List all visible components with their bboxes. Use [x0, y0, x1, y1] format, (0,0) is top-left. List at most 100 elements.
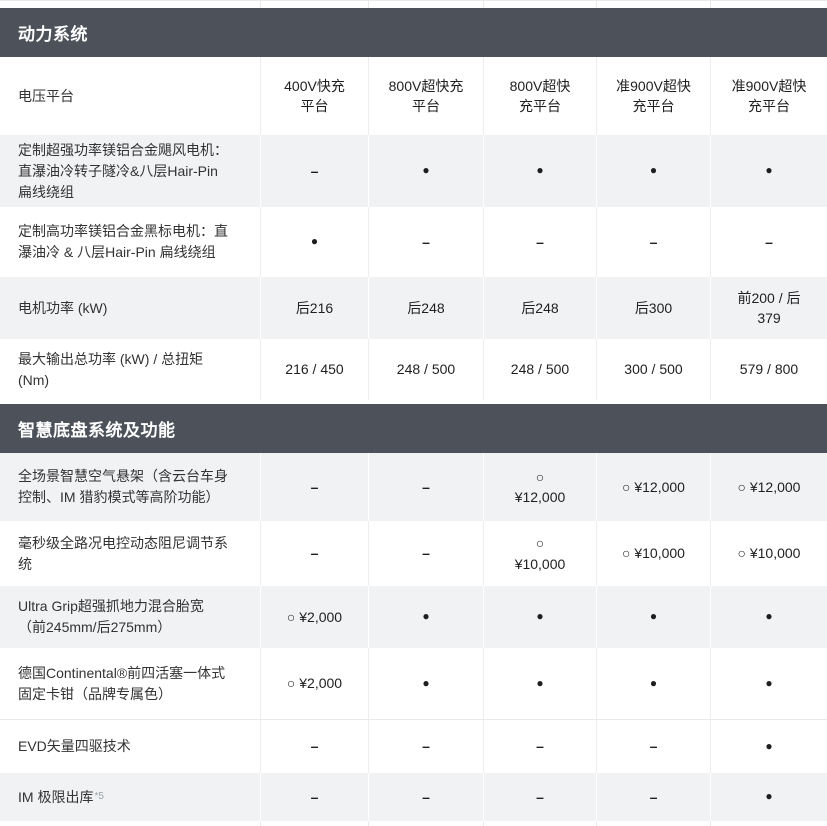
na-dash: –	[422, 545, 430, 562]
value-cell: 准900V超快 充平台	[596, 57, 710, 135]
strip-cell	[260, 821, 368, 826]
na-dash: –	[765, 233, 773, 250]
row-label: Ultra Grip超强抓地力混合胎宽 （前245mm/后275mm）	[18, 598, 204, 635]
value-cell: –	[368, 720, 483, 773]
value-text: ○ ¥12,000	[514, 468, 566, 505]
spec-row: 最大输出总功率 (kW) / 总扭矩 (Nm) 216 / 450 248 / 50…	[0, 339, 827, 400]
value-cell: ●	[368, 586, 483, 648]
value-cell: 800V超快充 平台	[368, 57, 483, 135]
value-cell: ○ ¥2,000	[260, 648, 368, 719]
value-cell: –	[368, 773, 483, 821]
na-dash: –	[310, 478, 319, 495]
value-cell: ○ ¥12,000	[596, 453, 710, 521]
value-cell: –	[483, 773, 596, 821]
value-text: 准900V超快 充平台	[731, 77, 807, 114]
value-cell: 579 / 800	[710, 339, 827, 400]
value-cell: ○ ¥10,000	[596, 521, 710, 586]
na-dash: –	[649, 788, 658, 805]
value-text: ○ ¥10,000	[622, 545, 685, 562]
value-cell: ●	[483, 135, 596, 207]
strip-cell	[0, 821, 260, 826]
row-label-cell: 德国Continental®前四活塞一体式 固定卡钳（品牌专属色）	[0, 648, 260, 719]
value-cell: 300 / 500	[596, 339, 710, 400]
value-cell: ●	[368, 135, 483, 207]
standard-dot: ●	[765, 789, 773, 804]
value-cell: –	[260, 720, 368, 773]
row-label: 全场景智慧空气悬架（含云台车身 控制、IM 猎豹模式等高阶功能）	[18, 468, 228, 505]
na-dash: –	[422, 788, 430, 805]
section-title: 动力系统	[18, 25, 88, 44]
value-cell: –	[596, 773, 710, 821]
row-label-cell: 定制高功率镁铝合金黑标电机：直 瀑油冷 & 八层Hair-Pin 扁线绕组	[0, 207, 260, 277]
value-cell: ●	[710, 720, 827, 773]
standard-dot: ●	[422, 163, 430, 178]
value-text: 前200 / 后 379	[737, 289, 801, 326]
standard-dot: ●	[765, 163, 773, 178]
value-text: 300 / 500	[624, 361, 683, 378]
na-dash: –	[649, 738, 658, 755]
value-cell: ●	[710, 648, 827, 719]
value-cell: ●	[596, 648, 710, 719]
value-text: ○ ¥2,000	[286, 675, 343, 692]
value-text: ○ ¥10,000	[737, 545, 801, 562]
value-cell: ●	[483, 586, 596, 648]
value-cell: ●	[710, 586, 827, 648]
standard-dot: ●	[649, 163, 658, 178]
strip-cell	[483, 821, 596, 826]
row-label-cell: 电机功率 (kW)	[0, 277, 260, 339]
value-text: 248 / 500	[396, 361, 456, 378]
spec-row: Ultra Grip超强抓地力混合胎宽 （前245mm/后275mm） ○ ¥2,…	[0, 586, 827, 648]
value-cell: ●	[710, 773, 827, 821]
row-label-cell: 最大输出总功率 (kW) / 总扭矩 (Nm)	[0, 339, 260, 400]
spec-row: 电机功率 (kW) 后216 后248 后248 后300 前200 / 后 379	[0, 277, 827, 339]
value-cell: –	[260, 135, 368, 207]
value-cell: –	[260, 453, 368, 521]
spec-row: 毫秒级全路况电控动态阻尼调节系 统 – – ○ ¥10,000 ○ ¥10,000 ○ ¥…	[0, 521, 827, 586]
strip-cell	[596, 1, 710, 8]
standard-dot: ●	[765, 675, 773, 690]
spec-row: 全场景智慧空气悬架（含云台车身 控制、IM 猎豹模式等高阶功能） – – ○ ¥12,…	[0, 453, 827, 521]
na-dash: –	[422, 738, 430, 755]
row-label: 电机功率 (kW)	[18, 299, 108, 316]
value-cell: –	[710, 207, 827, 277]
section-header: 动力系统	[0, 8, 827, 57]
row-label-cell: Ultra Grip超强抓地力混合胎宽 （前245mm/后275mm）	[0, 586, 260, 648]
value-cell: –	[368, 453, 483, 521]
section-header: 智慧底盘系统及功能	[0, 404, 827, 453]
value-text: 后248	[407, 299, 445, 316]
value-cell: 后216	[260, 277, 368, 339]
value-cell: ●	[596, 135, 710, 207]
spec-row: 电压平台 400V快充 平台 800V超快充 平台 800V超快 充平台 准900V超快…	[0, 57, 827, 135]
value-cell: –	[483, 720, 596, 773]
na-dash: –	[536, 738, 544, 755]
standard-dot: ●	[422, 609, 430, 624]
value-text: 后248	[521, 299, 559, 316]
value-text: 216 / 450	[285, 361, 344, 378]
na-dash: –	[310, 738, 319, 755]
row-label: EVD矢量四驱技术	[18, 738, 131, 754]
value-text: 400V快充 平台	[284, 77, 345, 114]
standard-dot: ●	[649, 675, 658, 690]
value-text: 800V超快 充平台	[509, 77, 571, 114]
value-cell: ○ ¥12,000	[710, 453, 827, 521]
value-cell: 248 / 500	[368, 339, 483, 400]
value-cell: 400V快充 平台	[260, 57, 368, 135]
value-cell: –	[483, 207, 596, 277]
standard-dot: ●	[536, 163, 544, 178]
row-label-cell: EVD矢量四驱技术	[0, 720, 260, 773]
table-top-strip	[0, 0, 827, 8]
value-cell: ○ ¥2,000	[260, 586, 368, 648]
row-label-cell: 毫秒级全路况电控动态阻尼调节系 统	[0, 521, 260, 586]
value-cell: 后248	[368, 277, 483, 339]
value-text: 后216	[295, 299, 334, 316]
na-dash: –	[310, 162, 319, 179]
value-cell: –	[260, 521, 368, 586]
row-label-cell: IM 极限出库 *5	[0, 773, 260, 821]
value-cell: ●	[710, 135, 827, 207]
value-cell: –	[368, 521, 483, 586]
section-title: 智慧底盘系统及功能	[18, 421, 176, 440]
strip-cell	[483, 1, 596, 8]
spec-row: EVD矢量四驱技术 – – – – ●	[0, 719, 827, 773]
value-cell: ●	[483, 648, 596, 719]
row-label: IM 极限出库	[18, 788, 94, 805]
